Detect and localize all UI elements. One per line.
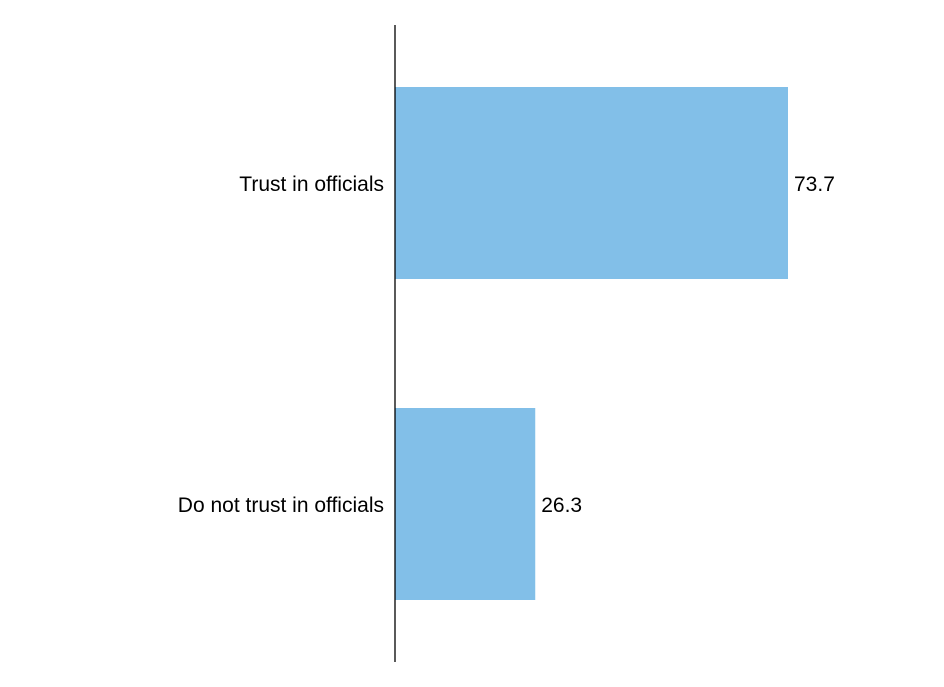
value-label-do-not-trust-in-officials: 26.3 [541,494,582,517]
category-label-do-not-trust-in-officials: Do not trust in officials [178,494,384,517]
category-label-trust-in-officials: Trust in officials [239,173,384,196]
labels-group: Trust in officials 73.7 Do not trust in of… [178,173,835,517]
bar-trust-in-officials [395,87,788,279]
bars-group [395,87,788,600]
bar-do-not-trust-in-officials [395,408,536,600]
value-label-trust-in-officials: 73.7 [794,173,835,196]
